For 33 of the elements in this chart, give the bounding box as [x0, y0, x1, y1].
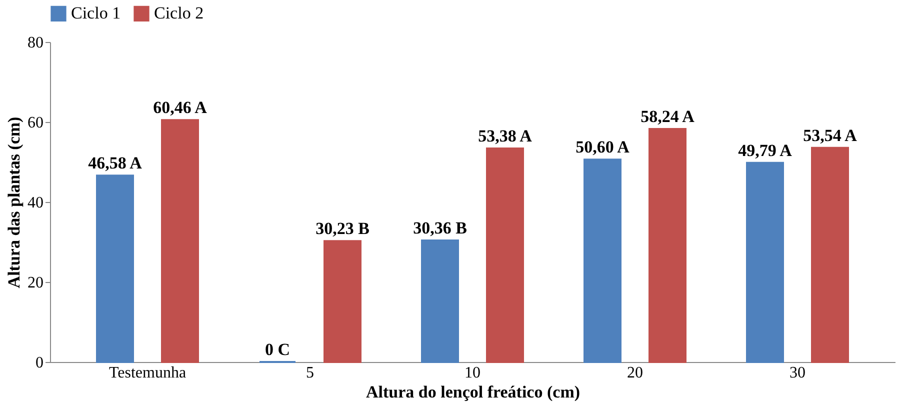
data-label: 60,46 A [153, 98, 208, 118]
x-tick-label: 20 [627, 364, 643, 382]
data-label: 53,38 A [478, 126, 533, 146]
data-label: 58,24 A [640, 107, 696, 126]
bar [811, 146, 849, 363]
data-label: 50,60 A [576, 138, 630, 157]
x-tick-label: 5 [306, 364, 314, 382]
data-label: 30,36 B [413, 218, 467, 238]
legend-label: Ciclo 1 [71, 4, 121, 23]
bar [486, 147, 524, 363]
x-tick-label: 30 [790, 364, 806, 382]
data-label: 0 C [264, 340, 290, 359]
bar [421, 240, 459, 363]
bar [584, 158, 622, 363]
data-label: 53,54 A [803, 126, 858, 145]
bar [746, 162, 784, 363]
y-tick-label: 20 [28, 274, 44, 292]
bar [648, 128, 686, 363]
bar [324, 240, 362, 363]
y-axis-title: Altura das plantas (cm) [4, 116, 24, 288]
x-tick-label: Testemunha [108, 364, 186, 382]
bar [96, 174, 134, 363]
data-label: 46,58 A [88, 154, 143, 173]
x-tick-label: 10 [464, 364, 480, 382]
y-tick-label: 40 [28, 194, 44, 212]
y-tick-label: 80 [28, 34, 44, 52]
y-tick-label: 0 [36, 354, 44, 372]
data-label: 30,23 B [316, 219, 370, 238]
bar [161, 119, 199, 363]
data-label: 49,79 A [738, 140, 793, 160]
legend-label: Ciclo 2 [154, 4, 204, 23]
x-axis-title: Altura do lençol freático (cm) [366, 382, 580, 402]
y-tick-label: 60 [28, 114, 44, 132]
